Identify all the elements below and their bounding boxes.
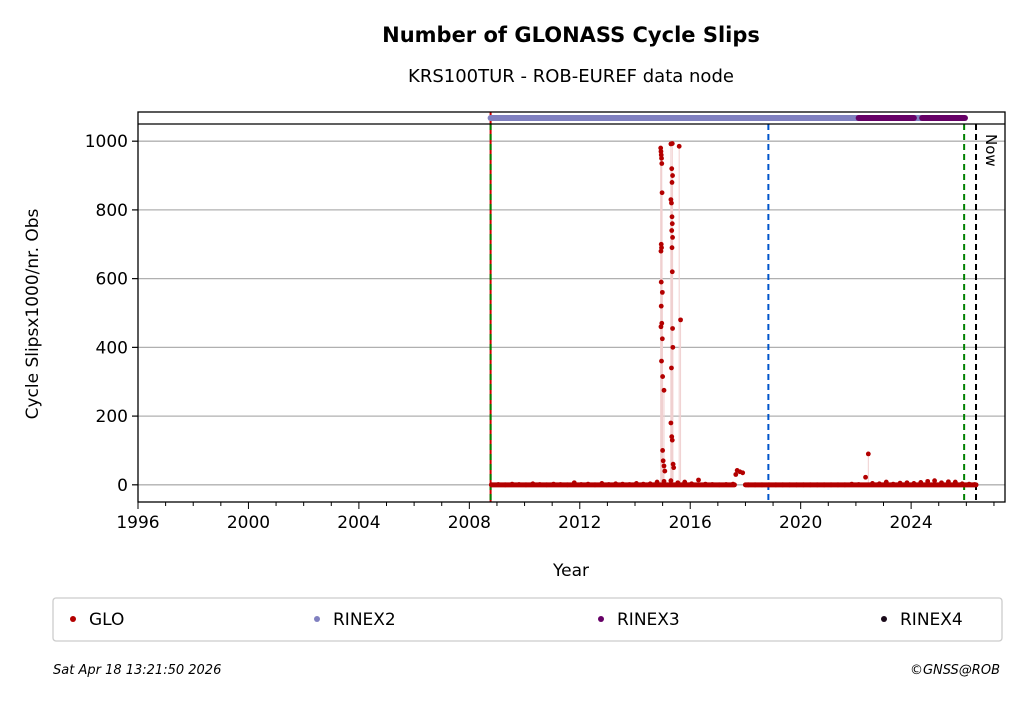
legend-marker-rinex3	[598, 616, 604, 622]
chart-title: Number of GLONASS Cycle Slips	[382, 23, 760, 47]
glo-point	[669, 245, 675, 251]
glo-point	[659, 289, 665, 295]
legend-label-rinex4: RINEX4	[900, 610, 963, 630]
glo-point	[670, 235, 675, 240]
glo-point	[668, 420, 674, 426]
glo-point	[661, 387, 667, 393]
glo-point	[658, 279, 664, 285]
glo-point	[668, 478, 674, 484]
glo-point	[659, 190, 665, 196]
x-tick-label: 2000	[227, 513, 270, 533]
glo-point	[670, 173, 675, 178]
legend-marker-rinex2	[314, 616, 320, 622]
y-tick-label: 200	[96, 407, 128, 427]
glo-point	[669, 141, 675, 146]
glo-point	[863, 474, 868, 480]
glo-point	[662, 468, 668, 474]
glo-point	[669, 200, 674, 206]
glo-point	[865, 451, 871, 457]
legend-box	[52, 597, 1003, 642]
glo-point	[661, 463, 667, 469]
glo-point	[658, 145, 664, 151]
legend-label-rinex2: RINEX2	[333, 610, 396, 630]
glo-point	[659, 320, 665, 326]
glo-point	[932, 478, 937, 484]
chart-subtitle: KRS100TUR - ROB-EUREF data node	[408, 66, 734, 87]
plot-frame	[137, 111, 1006, 503]
x-tick-label: 2016	[669, 513, 712, 533]
x-tick-label: 1996	[116, 513, 159, 533]
glo-point	[658, 149, 664, 154]
glo-point	[660, 458, 666, 464]
glo-point	[670, 344, 676, 350]
y-tick-label: 0	[117, 476, 128, 496]
legend-label-glo: GLO	[89, 610, 124, 630]
footer-copyright: ©GNSS@ROB	[910, 663, 1000, 678]
glo-point	[669, 269, 675, 275]
glo-point	[669, 437, 675, 443]
y-axis-label: Cycle Slipsx1000/nr. Obs	[23, 208, 43, 419]
now-label: Now	[982, 134, 1000, 167]
x-tick-label: 2004	[337, 513, 380, 533]
y-tick-label: 800	[96, 201, 128, 221]
glo-point	[659, 358, 664, 364]
glo-point	[669, 365, 674, 371]
glo-point	[660, 448, 666, 453]
glo-point	[659, 336, 665, 342]
glo-point	[658, 248, 664, 254]
glo-point	[671, 465, 677, 471]
y-tick-label: 400	[96, 338, 128, 358]
y-tick-label: 600	[96, 270, 128, 290]
glo-point	[696, 477, 701, 483]
legend: GLO RINEX2 RINEX3 RINEX4	[52, 597, 1003, 642]
glo-point	[670, 326, 675, 331]
x-tick-label: 2008	[448, 513, 491, 533]
glo-point	[669, 221, 675, 227]
x-tick-label: 2012	[558, 513, 601, 533]
glo-point	[669, 214, 675, 220]
legend-marker-rinex4	[881, 616, 887, 622]
glo-point	[658, 241, 664, 247]
glo-point	[676, 143, 682, 149]
glo-point	[669, 228, 675, 233]
glo-point	[733, 472, 739, 477]
glo-point	[660, 374, 666, 379]
glo-point	[669, 180, 675, 185]
y-tick-label: 1000	[85, 132, 128, 152]
glo-point	[658, 303, 664, 309]
glo-point	[658, 152, 664, 158]
glo-point	[740, 470, 746, 476]
glo-point	[678, 317, 683, 323]
legend-label-rinex3: RINEX3	[617, 610, 680, 630]
glo-point	[659, 161, 665, 166]
legend-marker-glo	[70, 616, 76, 622]
x-tick-label: 2020	[779, 513, 822, 533]
x-axis-label: Year	[552, 561, 589, 581]
glo-point	[659, 155, 664, 161]
glo-point	[669, 166, 675, 172]
footer-timestamp: Sat Apr 18 13:21:50 2026	[53, 663, 221, 678]
x-tick-label: 2024	[889, 513, 932, 533]
